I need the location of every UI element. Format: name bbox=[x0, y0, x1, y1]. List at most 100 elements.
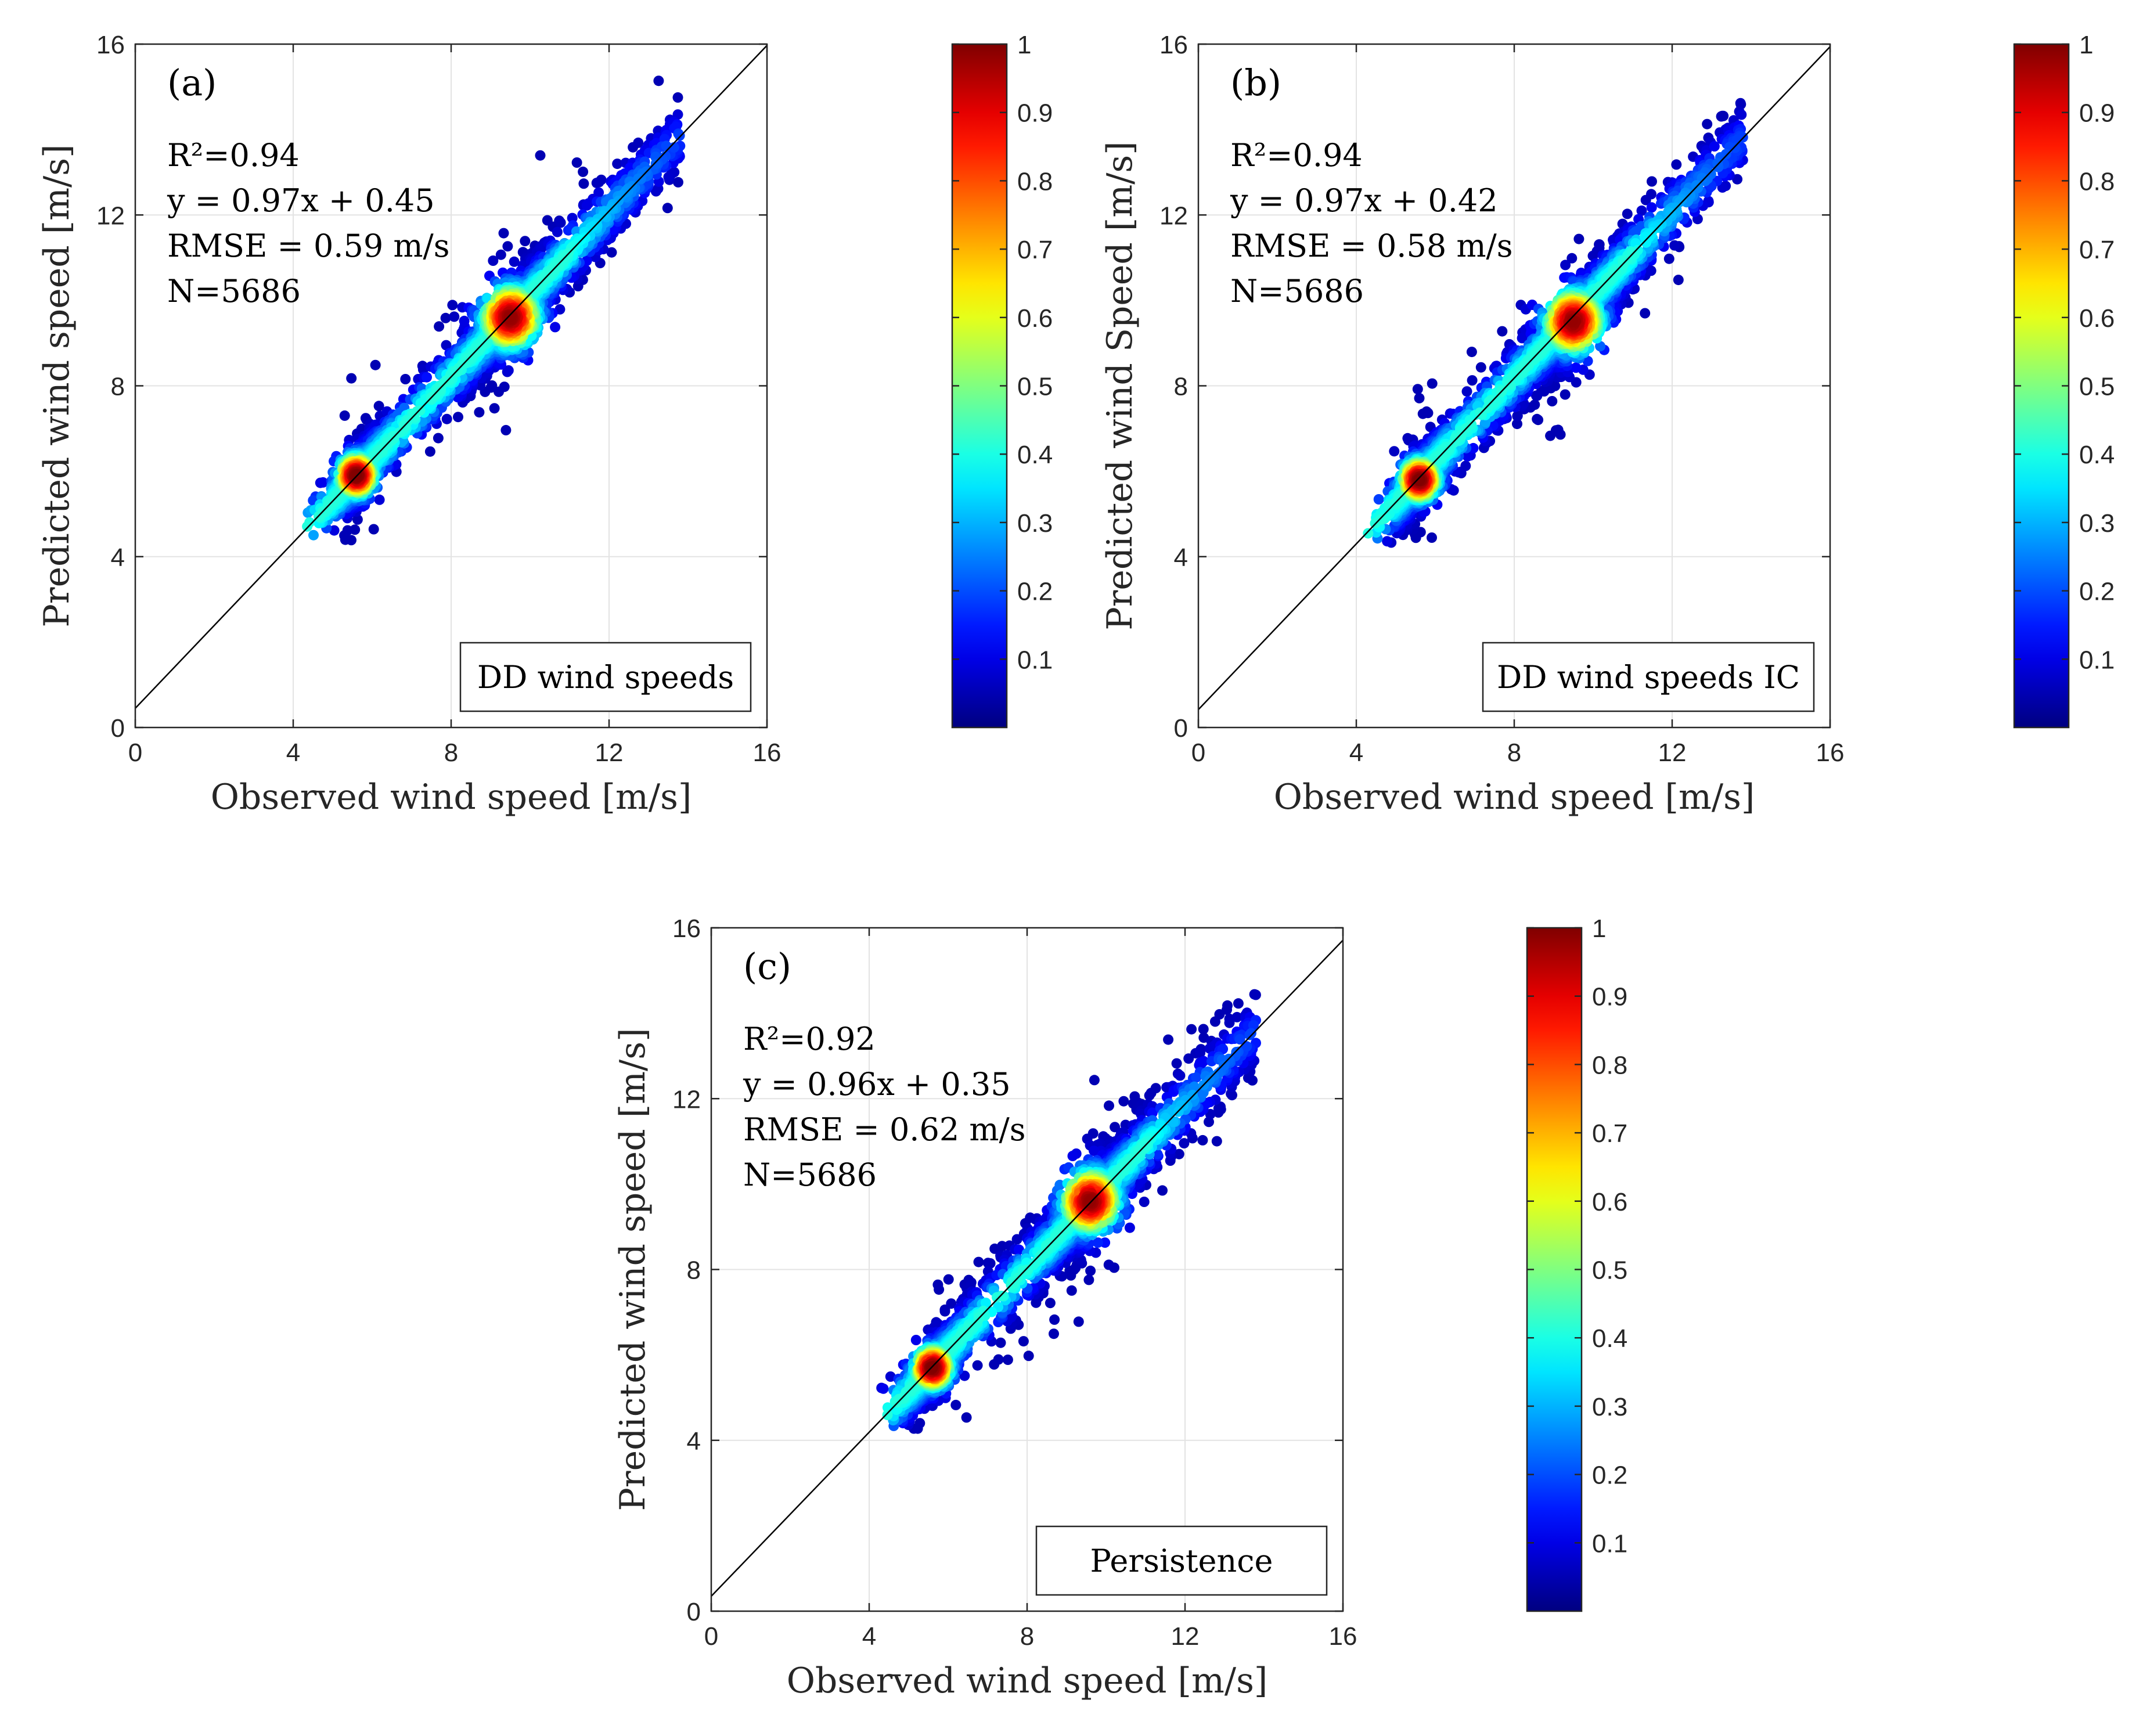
data-point bbox=[1497, 326, 1508, 337]
data-point bbox=[400, 374, 411, 384]
data-point bbox=[612, 159, 623, 170]
colorbar-tick-label: 0.9 bbox=[1017, 99, 1053, 128]
data-point bbox=[1712, 158, 1723, 169]
data-point bbox=[489, 403, 500, 414]
stat-line: R²=0.94 bbox=[167, 137, 300, 174]
data-point bbox=[672, 92, 683, 103]
data-point bbox=[339, 410, 350, 421]
colorbar-tick-label: 0.8 bbox=[1017, 167, 1053, 196]
x-axis-label: Observed wind speed [m/s] bbox=[211, 777, 692, 817]
y-tick-label: 4 bbox=[111, 543, 125, 572]
data-point bbox=[1736, 109, 1747, 120]
data-point bbox=[571, 157, 582, 168]
data-point bbox=[653, 75, 664, 87]
data-point bbox=[633, 173, 644, 184]
stat-line: y = 0.97x + 0.45 bbox=[167, 182, 435, 219]
data-point bbox=[1547, 396, 1558, 406]
data-point bbox=[1671, 159, 1682, 170]
y-tick-label: 16 bbox=[96, 31, 125, 59]
colorbar-tick-label: 0.2 bbox=[1017, 578, 1053, 606]
data-point bbox=[661, 141, 672, 152]
colorbar-tick-label: 0.6 bbox=[1017, 304, 1053, 333]
data-point bbox=[1640, 195, 1651, 206]
data-point bbox=[550, 322, 561, 333]
fit-line bbox=[135, 45, 768, 709]
data-point bbox=[1730, 142, 1741, 153]
data-point bbox=[663, 171, 674, 182]
data-point bbox=[474, 407, 485, 418]
data-point bbox=[1640, 308, 1651, 319]
data-point bbox=[1460, 460, 1471, 471]
stat-line: RMSE = 0.59 m/s bbox=[167, 228, 449, 264]
data-point bbox=[1691, 180, 1702, 191]
data-point bbox=[1636, 205, 1647, 216]
data-point bbox=[1663, 253, 1674, 264]
panel-label: (a) bbox=[167, 62, 217, 104]
data-point bbox=[1466, 347, 1477, 358]
data-point bbox=[352, 514, 363, 525]
data-point bbox=[1673, 275, 1684, 286]
data-point bbox=[1414, 392, 1425, 404]
data-point bbox=[1571, 362, 1582, 373]
data-point bbox=[1732, 174, 1743, 185]
data-point bbox=[500, 424, 512, 435]
colorbar-tick-label: 0.5 bbox=[1017, 373, 1053, 401]
data-point bbox=[1573, 233, 1584, 244]
data-point bbox=[488, 255, 499, 266]
data-point bbox=[351, 469, 362, 480]
data-point bbox=[1462, 451, 1473, 462]
data-point bbox=[673, 177, 683, 188]
data-point bbox=[606, 247, 617, 258]
data-point bbox=[1373, 494, 1384, 505]
data-point bbox=[441, 413, 452, 424]
data-point bbox=[503, 365, 514, 376]
y-tick-label: 0 bbox=[111, 714, 125, 743]
data-point bbox=[662, 203, 673, 214]
data-point bbox=[1512, 419, 1522, 430]
data-point bbox=[509, 256, 520, 267]
data-point bbox=[342, 525, 353, 536]
data-point bbox=[422, 372, 432, 383]
y-tick-label: 8 bbox=[111, 373, 125, 401]
data-point bbox=[1622, 208, 1633, 219]
data-point bbox=[674, 130, 685, 141]
data-point bbox=[459, 315, 470, 326]
colorbar bbox=[951, 43, 1008, 729]
x-tick-label: 8 bbox=[444, 739, 458, 767]
data-point bbox=[1553, 424, 1564, 435]
data-point bbox=[1422, 408, 1434, 419]
data-point bbox=[453, 412, 463, 423]
data-point bbox=[302, 521, 313, 532]
data-point bbox=[593, 177, 604, 188]
x-tick-label: 0 bbox=[128, 739, 142, 767]
x-tick-label: 12 bbox=[595, 739, 624, 767]
data-point bbox=[1427, 378, 1438, 389]
data-point bbox=[346, 373, 357, 384]
colorbar-tick-label: 0.7 bbox=[1017, 236, 1053, 264]
data-point bbox=[1560, 260, 1571, 271]
data-point bbox=[374, 494, 385, 505]
data-point bbox=[441, 340, 452, 351]
colorbar-tick-label: 1 bbox=[1017, 31, 1031, 59]
data-point bbox=[502, 241, 513, 252]
data-point bbox=[498, 228, 509, 239]
data-point bbox=[555, 217, 566, 228]
data-point bbox=[440, 312, 451, 323]
data-point bbox=[504, 312, 515, 323]
stat-line: N=5686 bbox=[167, 273, 301, 309]
data-point bbox=[1669, 240, 1680, 251]
data-point bbox=[447, 300, 458, 311]
colorbar-tick-label: 0.4 bbox=[1017, 441, 1053, 469]
data-point bbox=[535, 150, 546, 161]
data-point bbox=[1382, 536, 1393, 547]
colorbar-tick-label: 0.3 bbox=[1017, 509, 1053, 538]
colorbar-tick-label: 0.1 bbox=[1017, 646, 1053, 674]
x-tick-label: 4 bbox=[286, 739, 300, 767]
data-point bbox=[1512, 410, 1523, 422]
data-point bbox=[1412, 384, 1423, 395]
data-point bbox=[1517, 333, 1528, 344]
data-point bbox=[368, 524, 379, 535]
data-point bbox=[633, 137, 644, 148]
